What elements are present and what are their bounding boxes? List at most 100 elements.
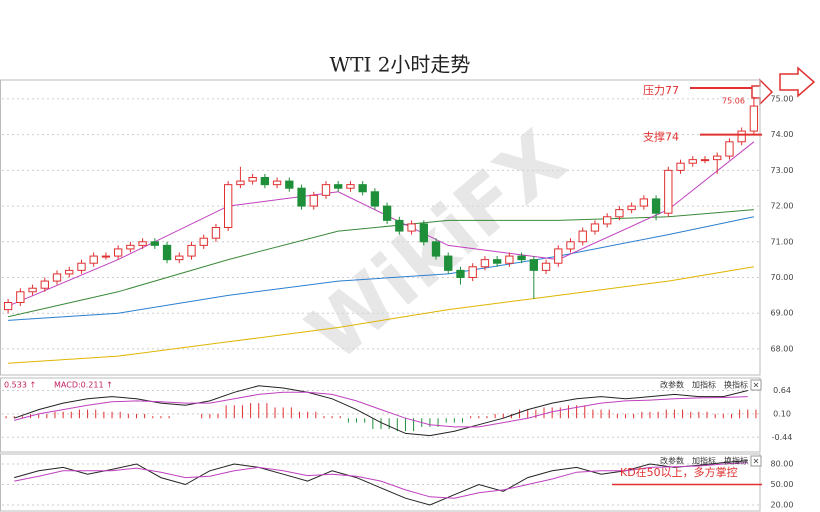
candle-body bbox=[248, 177, 257, 182]
panel-button[interactable]: 换指标 bbox=[724, 456, 748, 466]
candle-body bbox=[713, 155, 722, 161]
candle-body bbox=[431, 241, 441, 257]
candle-body bbox=[651, 198, 661, 214]
candle-body bbox=[309, 194, 318, 207]
y-tick-label: 0.64 bbox=[773, 386, 791, 395]
y-tick-label: 68.00 bbox=[771, 344, 794, 353]
candle-body bbox=[162, 244, 172, 261]
y-tick-label: -0.44 bbox=[772, 433, 793, 442]
candle-body bbox=[65, 269, 74, 275]
candle-body bbox=[480, 259, 490, 268]
y-tick-label: 73.00 bbox=[771, 166, 794, 175]
panel-button[interactable]: 改参数 bbox=[660, 380, 684, 390]
candle-body bbox=[382, 205, 392, 221]
candle-body bbox=[138, 241, 147, 246]
arrow-icon bbox=[779, 66, 816, 98]
close-button[interactable]: × bbox=[753, 381, 760, 390]
candle-body bbox=[749, 105, 759, 132]
candle-body bbox=[346, 184, 355, 189]
candle-body bbox=[566, 241, 575, 250]
candle-body bbox=[627, 205, 636, 211]
close-box bbox=[750, 379, 762, 391]
y-tick-label: 0.10 bbox=[773, 409, 791, 418]
candle-body bbox=[407, 223, 416, 232]
candle-body bbox=[370, 191, 380, 207]
candle-body bbox=[150, 241, 159, 246]
candle-body bbox=[126, 244, 135, 250]
support-label: 支撑74 bbox=[643, 130, 679, 144]
candle-body bbox=[541, 262, 551, 271]
candle-body bbox=[40, 280, 49, 289]
candle-body bbox=[89, 255, 98, 264]
candle-body bbox=[77, 262, 86, 271]
close-box bbox=[750, 455, 762, 467]
chart-title: WTI 2小时走势 bbox=[330, 53, 471, 77]
resistance-arrow bbox=[751, 78, 774, 106]
resistance-label: 压力77 bbox=[643, 84, 679, 97]
y-tick-label: 71.00 bbox=[771, 237, 794, 246]
candle-body bbox=[224, 184, 233, 228]
candle-body bbox=[529, 259, 538, 271]
candle-body bbox=[419, 223, 428, 243]
panel-frame bbox=[0, 79, 761, 376]
candle-body bbox=[187, 244, 196, 257]
panel-frame bbox=[0, 453, 761, 512]
y-tick-label: 20.00 bbox=[771, 500, 794, 509]
y-tick-label: 50.00 bbox=[771, 480, 794, 489]
candle-body bbox=[737, 130, 746, 143]
candle-body bbox=[492, 259, 502, 264]
candle-body bbox=[676, 162, 685, 171]
y-tick-label: 72.00 bbox=[771, 202, 794, 211]
candle-body bbox=[101, 255, 111, 258]
candle-body bbox=[175, 255, 184, 261]
candle-body bbox=[700, 159, 710, 162]
high-price-label: 75.06 bbox=[722, 96, 745, 105]
candle-body bbox=[468, 266, 477, 278]
candle-body bbox=[28, 287, 37, 293]
candle-body bbox=[211, 227, 221, 239]
candle-body bbox=[664, 169, 673, 214]
y-tick-label: 69.00 bbox=[771, 309, 794, 318]
moving-average-line bbox=[8, 266, 754, 364]
panel-button[interactable]: 加指标 bbox=[692, 380, 716, 390]
candle-body bbox=[16, 291, 25, 303]
candle-body bbox=[688, 159, 697, 164]
candle-body bbox=[590, 223, 600, 232]
candle-body bbox=[3, 302, 13, 311]
candle-body bbox=[615, 209, 624, 218]
candle-body bbox=[444, 255, 453, 271]
candle-body bbox=[554, 248, 563, 264]
indicator-label: 0.533 ↑ bbox=[4, 381, 36, 390]
candle-body bbox=[578, 230, 587, 243]
moving-average-line bbox=[7, 141, 755, 307]
candle-body bbox=[52, 273, 62, 282]
candle-body bbox=[285, 180, 294, 189]
close-button[interactable]: × bbox=[753, 457, 760, 466]
indicator-label: MACD:0.211 ↑ bbox=[54, 381, 113, 390]
candle-body bbox=[113, 248, 123, 257]
candle-body bbox=[639, 198, 649, 207]
y-tick-label: 74.00 bbox=[771, 130, 794, 139]
candle-body bbox=[505, 255, 514, 264]
panel-frame bbox=[0, 377, 761, 453]
panel-button[interactable]: 改参数 bbox=[660, 456, 684, 466]
y-tick-label: 80.00 bbox=[771, 459, 794, 468]
candle-body bbox=[297, 187, 306, 207]
panel-button[interactable]: 加指标 bbox=[692, 456, 716, 466]
candle-body bbox=[199, 237, 208, 246]
candle-body bbox=[517, 255, 526, 261]
candle-body bbox=[725, 141, 734, 157]
candle-body bbox=[272, 180, 282, 186]
indicator-line bbox=[14, 391, 748, 428]
candle-body bbox=[236, 180, 245, 186]
kd-annotation: KD在50以上，多方掌控 bbox=[620, 465, 738, 479]
candle-body bbox=[260, 177, 270, 186]
candle-body bbox=[334, 184, 343, 189]
y-tick-label: 75.00 bbox=[771, 94, 794, 103]
y-tick-label: 70.00 bbox=[771, 273, 794, 282]
candle-body bbox=[358, 184, 367, 193]
panel-button[interactable]: 换指标 bbox=[724, 380, 748, 390]
moving-average-line bbox=[8, 216, 755, 321]
candle-body bbox=[603, 216, 612, 225]
